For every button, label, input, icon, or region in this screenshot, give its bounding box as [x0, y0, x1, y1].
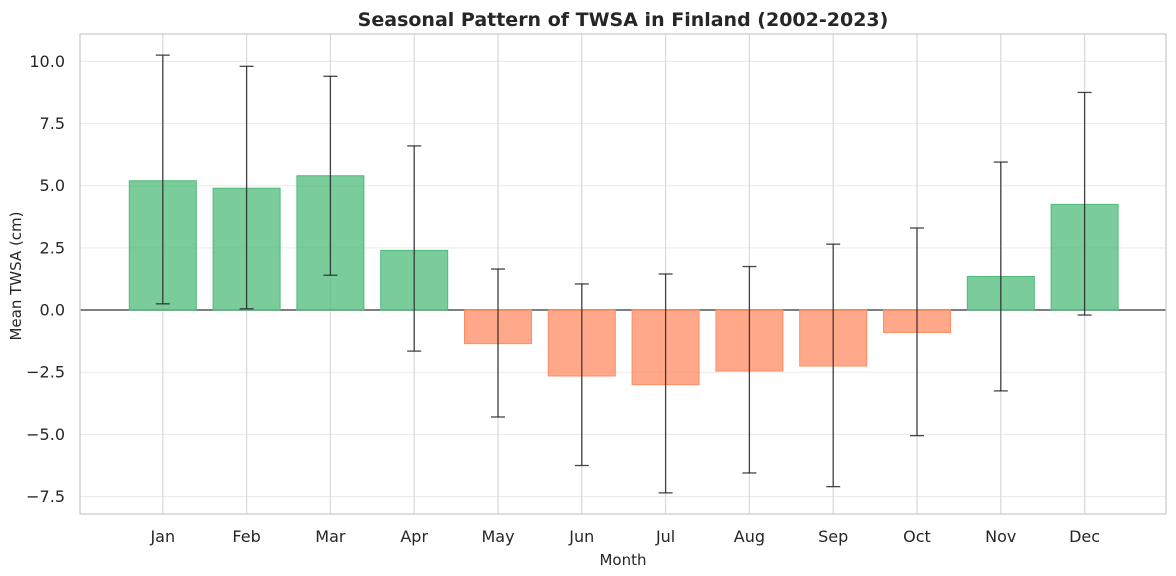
chart-title: Seasonal Pattern of TWSA in Finland (200…	[358, 9, 889, 31]
error-bar	[323, 75, 338, 276]
x-tick-label: Oct	[903, 527, 931, 546]
y-tick-label: 0.0	[40, 301, 65, 320]
x-tick-labels: Jan Feb Mar Apr May Jun Jul Aug Sep Oct Nov Dec	[149, 527, 1100, 546]
error-bar	[407, 145, 422, 352]
x-tick-label: Feb	[232, 527, 260, 546]
error-bar	[826, 243, 841, 488]
y-tick-label: 5.0	[40, 176, 65, 195]
x-tick-label: May	[481, 527, 514, 546]
error-bar	[742, 265, 757, 474]
x-tick-label: Aug	[734, 527, 765, 546]
x-tick-label: Apr	[400, 527, 428, 546]
error-bar	[491, 268, 505, 418]
error-bar	[574, 283, 589, 467]
x-tick-label: Nov	[985, 527, 1016, 546]
y-tick-labels: −7.5 −5.0 −2.5 0.0 2.5 5.0 7.5 10.0	[26, 52, 65, 506]
error-bar	[993, 161, 1008, 392]
x-axis-label: Month	[599, 551, 646, 569]
error-bar	[239, 65, 254, 310]
error-bar	[1077, 91, 1092, 316]
plot-frame	[79, 33, 1167, 515]
x-tick-label: Jun	[568, 527, 594, 546]
y-tick-label: 7.5	[40, 114, 65, 133]
x-tick-label: Mar	[315, 527, 346, 546]
y-axis-label: Mean TWSA (cm)	[7, 211, 25, 340]
y-tick-label: 2.5	[40, 238, 65, 257]
x-tick-label: Dec	[1069, 527, 1100, 546]
y-tick-label: −5.0	[26, 425, 65, 444]
y-tick-label: 10.0	[29, 52, 65, 71]
error-bar	[155, 54, 170, 305]
x-tick-label: Jan	[149, 527, 175, 546]
x-tick-label: Sep	[818, 527, 848, 546]
error-bars	[155, 54, 1092, 494]
y-tick-label: −7.5	[26, 487, 65, 506]
y-tick-label: −2.5	[26, 363, 65, 382]
x-tick-label: Jul	[655, 527, 675, 546]
error-bar	[910, 227, 924, 437]
error-bar	[658, 273, 673, 494]
